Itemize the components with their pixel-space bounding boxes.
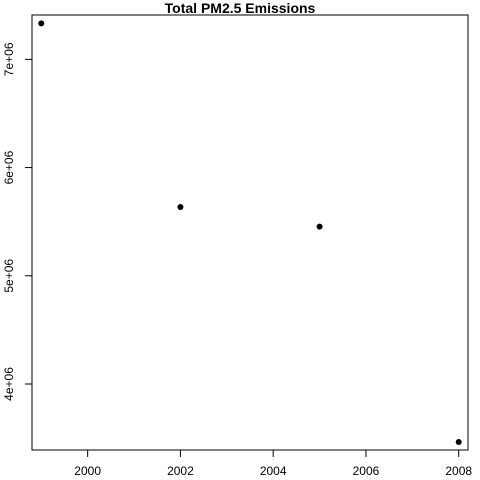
data-point xyxy=(455,438,462,445)
x-tick-label: 2002 xyxy=(167,464,194,478)
x-tick-label: 2006 xyxy=(353,464,380,478)
y-axis: 4e+06 5e+06 6e+06 7e+06 xyxy=(2,42,32,401)
chart-title: Total PM2.5 Emissions xyxy=(165,0,316,16)
plot-frame xyxy=(31,14,469,451)
x-tick-label: 2004 xyxy=(260,464,287,478)
y-tick-label: 5e+06 xyxy=(2,259,16,293)
y-tick-label: 4e+06 xyxy=(2,367,16,401)
data-point xyxy=(316,223,323,230)
data-point xyxy=(38,20,45,27)
data-points xyxy=(38,20,462,445)
y-tick-label: 6e+06 xyxy=(2,150,16,184)
y-tick-label: 7e+06 xyxy=(2,42,16,76)
x-tick-label: 2000 xyxy=(74,464,101,478)
x-tick-label: 2008 xyxy=(445,464,472,478)
data-point xyxy=(177,203,184,210)
x-axis: 2000 2002 2004 2006 2008 xyxy=(74,450,472,478)
